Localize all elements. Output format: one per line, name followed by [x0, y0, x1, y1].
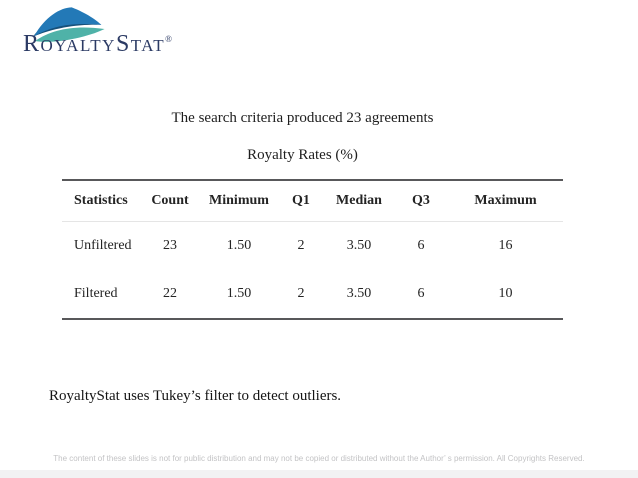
header-cell-q3: Q3 — [412, 192, 430, 208]
table-cell: 16 — [498, 237, 513, 253]
royaltystat-wave-icon — [32, 7, 105, 42]
table-cell: 22 — [163, 286, 177, 301]
table-cell: 2 — [297, 237, 305, 253]
table-cell: 10 — [498, 286, 513, 301]
table-cell: 3.50 — [346, 286, 372, 301]
header-cell-median: Median — [336, 192, 382, 208]
table-cell: 6 — [417, 286, 425, 301]
header-cell-minimum: Minimum — [209, 192, 269, 208]
table-cell: Unfiltered — [74, 237, 132, 253]
header-cell-count: Count — [151, 192, 189, 208]
header-cell-statistics: Statistics — [74, 192, 128, 208]
table-cell: 3.50 — [346, 237, 372, 253]
bottom-band — [0, 470, 638, 478]
header-cell-q1: Q1 — [292, 192, 310, 208]
table-cell: Filtered — [74, 286, 118, 301]
logo-wordmark-text: RoyaltyStat — [23, 31, 166, 57]
table-header-row: Statistics Count Minimum Q1 Median Q3 Ma… — [62, 180, 563, 221]
table-row-unfiltered: Unfiltered 23 1.50 2 3.50 6 16 — [62, 221, 563, 270]
table-row-filtered: Filtered 22 1.50 2 3.50 6 10 — [62, 270, 563, 319]
table-cell: 6 — [417, 237, 425, 253]
royaltystat-logo: RoyaltyStat® — [0, 0, 260, 70]
logo-wordmark: RoyaltyStat® — [23, 31, 172, 58]
slide-subtitle: Royalty Rates (%) — [247, 147, 358, 163]
table-cell: 1.50 — [226, 237, 252, 253]
table-cell: 1.50 — [226, 286, 252, 301]
table-cell: 23 — [163, 237, 177, 253]
table-cell: 2 — [297, 286, 305, 301]
royalty-rates-table: Statistics Count Minimum Q1 Median Q3 Ma… — [62, 179, 563, 320]
header-cell-maximum: Maximum — [474, 192, 537, 208]
copyright-footer: The content of these slides is not for p… — [53, 454, 585, 463]
registered-mark: ® — [165, 34, 172, 44]
tukey-filter-note: RoyaltyStat uses Tukey’s filter to detec… — [49, 388, 342, 404]
slide-title: The search criteria produced 23 agreemen… — [171, 110, 434, 126]
